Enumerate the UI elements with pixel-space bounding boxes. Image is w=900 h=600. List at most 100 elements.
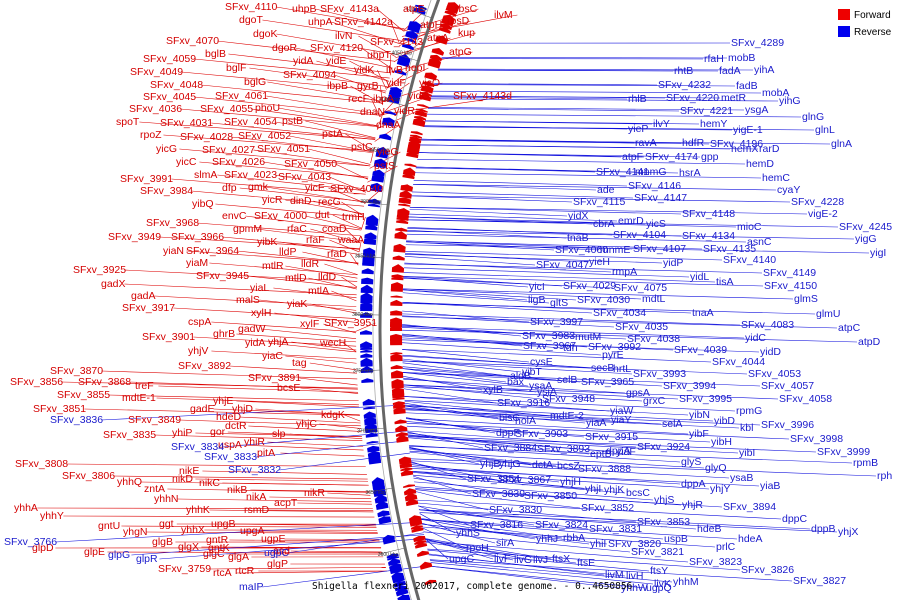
- gene-label: ghrB: [213, 328, 235, 340]
- gene-label: livF: [494, 553, 510, 565]
- reverse-gene-feature: [362, 253, 375, 262]
- gene-label: xylF: [300, 318, 319, 330]
- gene-label: gadX: [101, 278, 126, 290]
- reverse-leader-line: [402, 310, 530, 323]
- forward-leader-line: [263, 161, 369, 179]
- gene-label: bcsE: [277, 382, 300, 394]
- reverse-leader-line: [402, 349, 712, 363]
- reverse-gene-feature: [373, 489, 387, 497]
- reverse-leader-line: [403, 384, 542, 400]
- forward-leader-line: [177, 498, 372, 503]
- gene-label: upgC: [449, 553, 475, 565]
- gene-label: hemD: [746, 158, 774, 170]
- gene-label: glnG: [802, 111, 824, 123]
- forward-gene-feature: [399, 463, 413, 469]
- forward-leader-line: [361, 47, 393, 70]
- gene-label: ugpQ: [646, 582, 672, 594]
- forward-gene-feature: [393, 408, 406, 415]
- forward-leader-line: [280, 241, 360, 255]
- reverse-gene-feature: [360, 312, 373, 318]
- gene-label: glgX: [178, 541, 199, 553]
- gene-label: SFxv_3903: [515, 428, 568, 440]
- reverse-leader-line: [131, 534, 425, 556]
- gene-label: SFxv_4052: [238, 130, 291, 142]
- forward-leader-line: [167, 488, 370, 493]
- kbp-tick-label: 3650 kbp: [365, 490, 386, 496]
- reverse-leader-line: [404, 402, 499, 419]
- reverse-leader-line: [418, 509, 811, 530]
- reverse-leader-line: [429, 559, 793, 582]
- gene-label: tnaB: [567, 232, 589, 244]
- reverse-leader-line: [420, 519, 536, 540]
- gene-label: yigE-1: [733, 124, 763, 136]
- gene-label: SFxv_3849: [128, 414, 181, 426]
- reverse-leader-line: [423, 125, 628, 130]
- reverse-gene-feature: [388, 558, 401, 567]
- gene-label: acpT: [274, 497, 298, 509]
- gene-label: yibK: [257, 236, 277, 248]
- gene-label: pstC: [351, 141, 373, 153]
- forward-leader-line: [245, 215, 362, 231]
- gene-label: tisA: [716, 276, 734, 288]
- reverse-leader-line: [418, 509, 589, 530]
- gene-label: SFxv_4029: [563, 280, 616, 292]
- gene-label: dppF: [496, 427, 520, 439]
- gene-label: SFxv_4060: [555, 244, 608, 256]
- forward-gene-feature: [416, 550, 430, 557]
- forward-leader-line: [285, 265, 358, 279]
- gene-label: yhjX: [838, 526, 858, 538]
- forward-gene-feature: [392, 390, 405, 399]
- forward-gene-feature: [391, 264, 405, 273]
- forward-gene-feature: [406, 145, 420, 155]
- gene-label: SFxv_3892: [178, 360, 231, 372]
- reverse-leader-line: [424, 538, 552, 560]
- kbp-tick-label: 3850 kbp: [355, 253, 376, 259]
- forward-gene-feature: [404, 163, 417, 168]
- forward-gene-feature: [403, 488, 417, 496]
- gene-label: gyrB: [357, 80, 379, 92]
- reverse-leader-line: [403, 375, 483, 391]
- gene-label: gpmM: [233, 223, 262, 235]
- reverse-leader-line: [409, 450, 705, 469]
- forward-leader-line: [84, 408, 360, 416]
- reverse-leader-line: [412, 468, 760, 487]
- forward-leader-line: [250, 489, 370, 492]
- gene-label: SFxv_3984: [140, 185, 193, 197]
- reverse-leader-line: [406, 241, 600, 251]
- forward-leader-line: [108, 394, 359, 402]
- gene-label: malS: [236, 294, 260, 306]
- gene-label: fadA: [719, 65, 741, 77]
- gene-label: SFxv_4232: [658, 79, 711, 91]
- forward-leader-line: [239, 416, 361, 424]
- gene-label: yiaC: [262, 350, 283, 362]
- gene-label: yhjH: [560, 476, 581, 488]
- gene-label: atpD: [858, 336, 881, 348]
- reverse-gene-feature: [360, 349, 373, 353]
- reverse-leader-line: [421, 523, 590, 545]
- gene-label: yiaL: [250, 282, 269, 294]
- reverse-leader-line: [434, 83, 658, 86]
- forward-leader-line: [291, 341, 357, 351]
- reverse-leader-line: [405, 412, 740, 429]
- reverse-gene-feature: [395, 587, 409, 597]
- kbp-tick-mark: [379, 547, 405, 555]
- reverse-leader-line: [401, 326, 745, 339]
- gene-label: mdtE-2: [550, 410, 584, 422]
- reverse-gene-feature: [361, 268, 374, 275]
- forward-gene-feature: [409, 134, 423, 139]
- gene-label: SFxv_4054: [224, 116, 277, 128]
- forward-gene-feature: [431, 47, 445, 56]
- gene-label: yibT: [522, 366, 542, 378]
- reverse-gene-feature: [365, 432, 378, 438]
- gene-label: SFxv_3967: [523, 340, 576, 352]
- forward-leader-line: [374, 124, 400, 142]
- forward-leader-line: [215, 203, 363, 218]
- reverse-gene-feature: [384, 111, 397, 116]
- kbp-tick-label: 4050 kbp: [392, 51, 413, 57]
- gene-label: SFxv_3827: [793, 575, 846, 587]
- gene-label: mobB: [728, 52, 755, 64]
- reverse-leader-line: [430, 96, 628, 100]
- forward-leader-line: [195, 432, 362, 438]
- forward-gene-feature: [393, 243, 406, 250]
- reverse-leader-line: [402, 372, 529, 387]
